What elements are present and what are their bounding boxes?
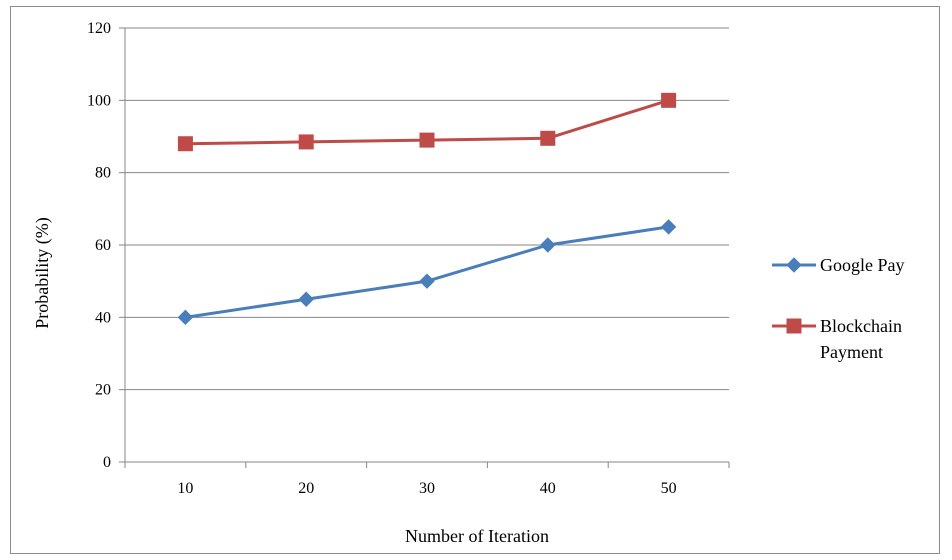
x-axis-title: Number of Iteration [405,526,549,546]
data-point [661,92,677,108]
data-point [660,219,677,235]
y-tick-label: 80 [95,165,111,182]
series-line-0 [185,225,669,319]
x-tick-label: 20 [298,480,314,497]
x-tick-label: 40 [540,480,556,497]
data-point [177,309,194,326]
legend-label: Blockchain [820,316,902,336]
y-tick-label: 60 [95,237,111,254]
legend-label: Payment [820,342,883,362]
y-tick-label: 120 [87,20,111,37]
y-tick-label: 40 [95,309,111,326]
y-tick-label: 0 [103,454,111,471]
data-point [177,136,193,152]
data-point [540,130,556,146]
y-tick-label: 20 [95,382,111,399]
x-tick-label: 50 [661,480,677,497]
data-point [298,134,314,150]
data-point [419,273,435,289]
data-point [298,291,314,307]
legend-swatch-marker [786,318,802,334]
data-point [419,132,435,148]
legend-swatch-marker [786,257,802,273]
y-axis-title: Probability (%) [32,217,53,328]
x-tick-label: 30 [419,480,435,497]
data-point [540,237,556,253]
legend-label: Google Pay [820,255,905,275]
y-tick-label: 100 [87,92,111,109]
chart-frame [10,6,940,554]
x-tick-label: 10 [177,480,193,497]
